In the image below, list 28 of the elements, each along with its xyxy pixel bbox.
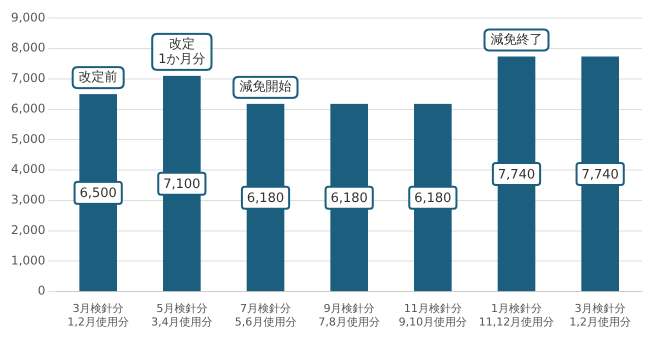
annotation: 減免開始 <box>240 80 292 95</box>
y-tick-label: 5,000 <box>10 132 46 146</box>
data-label: 6,180 <box>330 191 368 206</box>
y-tick-label: 7,000 <box>10 71 46 86</box>
y-tick-label: 1,000 <box>10 253 46 268</box>
x-tick-label: 3月検針分 1,2月使用分 <box>569 302 631 328</box>
y-tick-label: 9,000 <box>10 10 46 24</box>
data-label: 7,100 <box>163 177 200 192</box>
x-tick-label: 7月検針分 5,6月使用分 <box>234 302 296 328</box>
annotation: 改定前 <box>78 70 118 86</box>
x-tick-label: 11月検針分 9,10月使用分 <box>398 302 468 328</box>
data-label: 6,180 <box>414 191 452 206</box>
y-tick-label: 4,000 <box>10 162 46 176</box>
annotation: 減免終了 <box>490 32 543 48</box>
x-tick-label: 5月検針分 3,4月使用分 <box>151 302 213 328</box>
annotation: 改定 1か月分 <box>158 36 206 67</box>
data-label: 7,740 <box>582 167 619 182</box>
data-label: 6,500 <box>80 186 117 202</box>
y-tick-label: 0 <box>38 284 46 298</box>
y-tick-label: 8,000 <box>10 40 46 55</box>
x-tick-label: 9月検針分 7,8月使用分 <box>318 302 380 328</box>
x-tick-label: 3月検針分 1,2月使用分 <box>67 302 129 328</box>
y-tick-label: 3,000 <box>10 192 46 207</box>
x-tick-label: 1月検針分 11,12月使用分 <box>478 302 554 328</box>
data-label: 6,180 <box>246 191 284 206</box>
data-label: 7,740 <box>498 167 536 182</box>
y-tick-label: 2,000 <box>10 222 46 237</box>
y-tick-label: 6,000 <box>10 101 46 116</box>
